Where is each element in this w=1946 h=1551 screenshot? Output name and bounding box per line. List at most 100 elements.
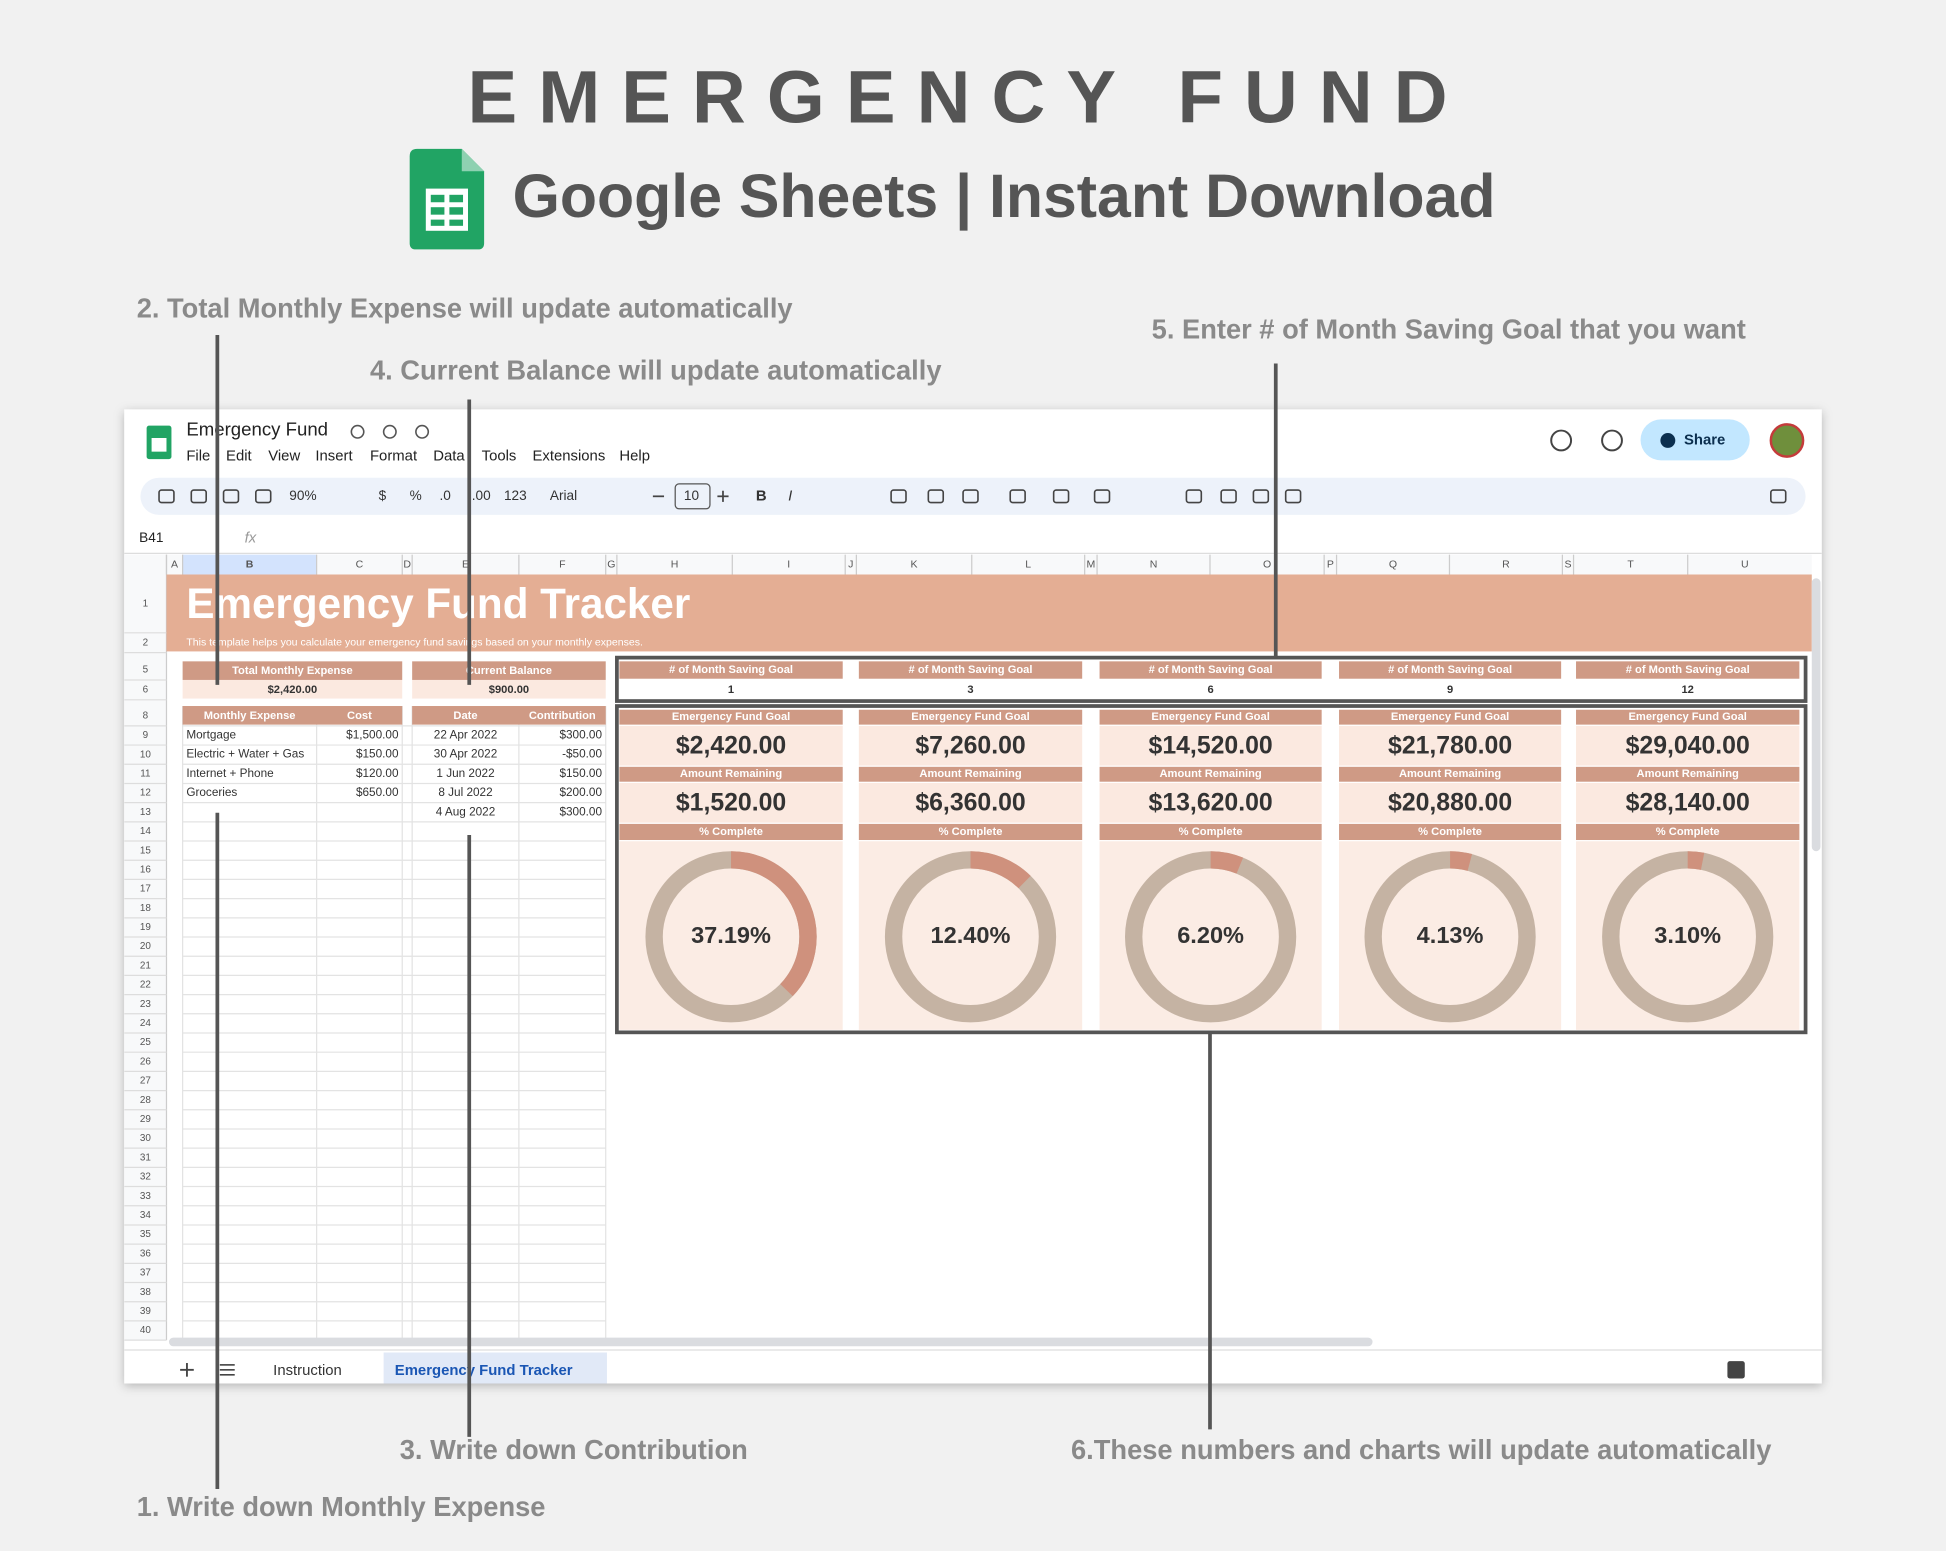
column-header[interactable]: L [1025, 558, 1031, 570]
toolbar-icon[interactable] [190, 489, 207, 504]
row-header[interactable]: 31 [140, 1152, 152, 1163]
toolbar-icon[interactable] [1009, 489, 1026, 504]
toolbar-icon[interactable] [890, 489, 907, 504]
column-header[interactable]: J [848, 558, 853, 570]
row-header[interactable]: 12 [140, 788, 152, 799]
table-cell[interactable]: $650.00 [356, 786, 399, 799]
toolbar-icon[interactable] [1770, 489, 1787, 504]
table-cell[interactable]: Electric + Water + Gas [186, 748, 304, 761]
toolbar-text[interactable]: % [410, 488, 422, 503]
column-header[interactable]: G [607, 558, 615, 570]
row-header[interactable]: 22 [140, 980, 152, 991]
explore-icon[interactable] [1727, 1361, 1745, 1379]
menu-item[interactable]: View [268, 449, 300, 465]
goal-months[interactable]: 3 [967, 684, 973, 696]
sheet-tab[interactable]: Instruction [273, 1363, 342, 1379]
row-header[interactable]: 29 [140, 1114, 152, 1125]
toolbar-icon[interactable] [1252, 489, 1270, 504]
column-header[interactable]: N [1150, 558, 1158, 570]
title-icon[interactable] [350, 424, 365, 439]
toolbar-icon[interactable] [1093, 489, 1111, 504]
menu-item[interactable]: Insert [315, 449, 353, 465]
toolbar-text[interactable]: 10 [684, 488, 700, 503]
menu-item[interactable]: Extensions [533, 449, 606, 465]
row-header[interactable]: 35 [140, 1229, 152, 1240]
row-header[interactable]: 36 [140, 1248, 152, 1259]
title-icon[interactable] [415, 424, 430, 439]
toolbar-text[interactable]: $ [379, 488, 387, 503]
row-header[interactable]: 28 [140, 1095, 152, 1106]
toolbar-icon[interactable] [1052, 489, 1070, 504]
toolbar-icon[interactable] [1220, 489, 1237, 504]
horizontal-scrollbar[interactable] [168, 1337, 1373, 1347]
top-icon[interactable] [1550, 429, 1573, 452]
table-cell[interactable]: $120.00 [356, 767, 399, 780]
sheet-tab[interactable]: Emergency Fund Tracker [395, 1363, 573, 1379]
column-header[interactable]: C [356, 558, 364, 570]
row-header[interactable]: 16 [140, 864, 152, 875]
table-cell[interactable]: $300.00 [559, 805, 602, 818]
menu-item[interactable]: Data [433, 449, 465, 465]
title-icon[interactable] [382, 424, 397, 439]
row-header[interactable]: 33 [140, 1191, 152, 1202]
row-header[interactable]: 38 [140, 1287, 152, 1298]
toolbar-icon[interactable] [962, 489, 979, 504]
row-header[interactable]: 2 [143, 637, 149, 648]
column-header[interactable]: M [1086, 558, 1095, 570]
row-header[interactable]: 40 [140, 1325, 152, 1336]
table-cell[interactable]: Mortgage [186, 729, 236, 742]
column-header[interactable]: H [671, 558, 679, 570]
column-header[interactable]: S [1564, 558, 1571, 570]
row-header[interactable]: 26 [140, 1056, 152, 1067]
menu-item[interactable]: Edit [226, 449, 252, 465]
toolbar-text[interactable]: Arial [550, 488, 577, 503]
column-header[interactable]: A [171, 558, 178, 570]
table-cell[interactable]: Groceries [186, 786, 237, 799]
toolbar-icon[interactable] [222, 489, 240, 504]
row-header[interactable]: 21 [140, 960, 152, 971]
column-header[interactable]: D [403, 558, 411, 570]
toolbar-icon[interactable] [1284, 489, 1302, 504]
table-cell[interactable]: 22 Apr 2022 [434, 729, 497, 742]
column-header[interactable]: K [911, 558, 918, 570]
table-cell[interactable]: $150.00 [356, 748, 399, 761]
share-label[interactable]: Share [1684, 432, 1725, 448]
table-cell[interactable]: 4 Aug 2022 [436, 805, 496, 818]
row-header[interactable]: 11 [140, 768, 151, 779]
vertical-scrollbar[interactable] [1811, 578, 1821, 852]
table-cell[interactable]: $150.00 [559, 767, 602, 780]
table-cell[interactable]: $1,500.00 [346, 729, 399, 742]
column-header[interactable]: F [559, 558, 566, 570]
row-header[interactable]: 37 [140, 1268, 152, 1279]
doc-title[interactable]: Emergency Fund [186, 418, 328, 439]
table-cell[interactable]: -$50.00 [562, 748, 602, 761]
toolbar-text[interactable]: 90% [289, 488, 316, 503]
row-header[interactable]: 10 [140, 749, 152, 760]
table-cell[interactable]: $300.00 [559, 729, 602, 742]
row-header[interactable]: 25 [140, 1037, 152, 1048]
table-cell[interactable]: 1 Jun 2022 [436, 767, 494, 780]
goal-months[interactable]: 9 [1447, 684, 1453, 696]
toolbar-text[interactable]: B [756, 488, 767, 504]
row-header[interactable]: 8 [143, 711, 149, 722]
menu-item[interactable]: Help [619, 449, 650, 465]
goal-months[interactable]: 12 [1681, 684, 1693, 696]
row-header[interactable]: 23 [140, 999, 152, 1010]
row-header[interactable]: 30 [140, 1133, 152, 1144]
row-header[interactable]: 39 [140, 1306, 152, 1317]
row-header[interactable]: 5 [143, 665, 149, 676]
column-header[interactable]: O [1263, 558, 1271, 570]
share-button[interactable] [1640, 419, 1750, 461]
row-header[interactable]: 19 [140, 922, 152, 933]
menu-item[interactable]: Tools [482, 449, 517, 465]
column-header[interactable]: B [246, 558, 254, 570]
row-header[interactable]: 18 [140, 903, 152, 914]
table-cell[interactable]: $200.00 [559, 786, 602, 799]
toolbar-icon[interactable] [927, 489, 945, 504]
toolbar-text[interactable]: .0 [439, 488, 451, 503]
menu-item[interactable]: File [186, 449, 210, 465]
toolbar-icon[interactable] [255, 489, 272, 504]
table-cell[interactable]: Internet + Phone [186, 767, 274, 780]
row-header[interactable]: 32 [140, 1172, 152, 1183]
row-header[interactable]: 17 [140, 884, 152, 895]
